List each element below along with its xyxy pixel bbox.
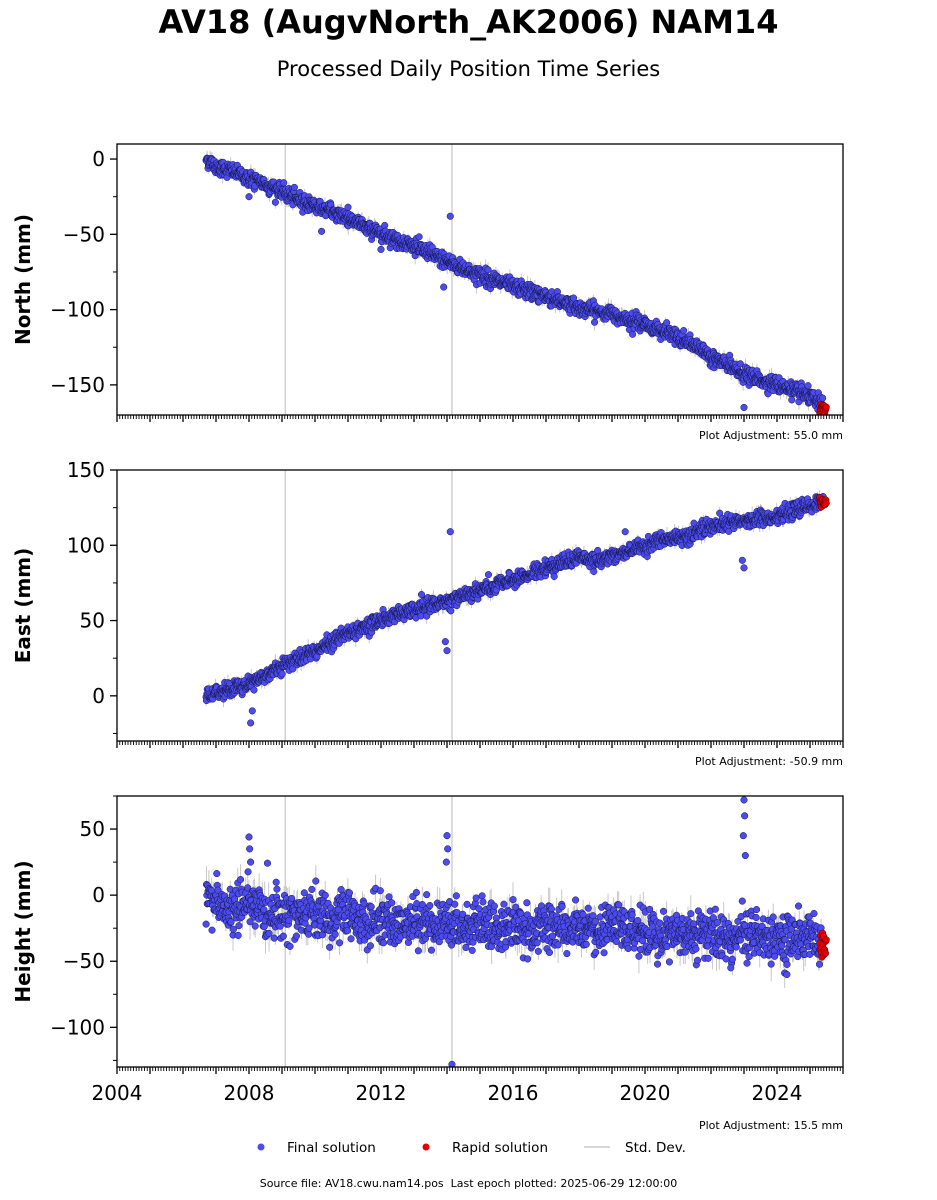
- final-outlier-point: [446, 212, 454, 220]
- plot-adjustment-label: Plot Adjustment: 55.0 mm: [699, 429, 843, 442]
- final-point: [788, 396, 796, 404]
- panel-2: 0 50 100 150 East (mm) Plot Adjustment: -50.9…: [11, 458, 844, 768]
- final-solution-points: [202, 492, 827, 727]
- y-tick-label: −100: [50, 298, 105, 322]
- final-outlier-point: [247, 719, 255, 727]
- final-outlier-point: [443, 647, 451, 655]
- rapid-point: [822, 499, 830, 507]
- final-outlier-point: [738, 556, 746, 564]
- final-point: [447, 607, 455, 615]
- plot-area: [202, 796, 830, 1067]
- final-point: [736, 360, 744, 368]
- y-axis-label: East (mm): [11, 548, 35, 664]
- final-point: [594, 546, 602, 555]
- final-outlier-point: [740, 564, 748, 572]
- final-point: [271, 198, 279, 206]
- plot-area: [202, 144, 830, 415]
- final-point: [415, 233, 423, 241]
- final-point: [663, 319, 671, 327]
- y-tick-label: 50: [80, 609, 105, 633]
- final-outlier-point: [740, 403, 748, 412]
- y-tick-label: −150: [50, 373, 105, 397]
- final-outlier-point: [440, 283, 448, 291]
- final-outlier-point: [318, 227, 326, 235]
- y-tick-label: −50: [63, 222, 105, 246]
- rapid-point: [822, 403, 830, 411]
- final-outlier-point: [446, 528, 454, 536]
- y-tick-label: 0: [92, 684, 105, 708]
- plot-adjustment-label: Plot Adjustment: -50.9 mm: [695, 755, 843, 768]
- final-outlier-point: [621, 528, 629, 536]
- final-point: [570, 294, 578, 302]
- final-outlier-point: [441, 638, 449, 646]
- final-point: [280, 179, 288, 187]
- final-point: [804, 382, 812, 390]
- final-outlier-point: [344, 203, 352, 211]
- final-point: [591, 318, 599, 326]
- final-solution-points: [202, 154, 827, 415]
- y-tick-label: 150: [67, 458, 105, 482]
- panel-1: 0 −50 −100 −150 North (mm) Plot Adjustment: 5…: [11, 143, 844, 442]
- final-outlier-point: [245, 193, 253, 201]
- y-tick-label: 100: [67, 533, 105, 557]
- plot-area: [202, 470, 830, 741]
- final-outlier-point: [248, 707, 256, 715]
- y-tick-label: 0: [92, 147, 105, 171]
- final-point: [484, 266, 492, 274]
- final-point: [550, 572, 558, 580]
- final-outlier-point: [377, 245, 385, 253]
- rapid-solution-points: [816, 494, 830, 511]
- y-axis-label: North (mm): [11, 214, 35, 345]
- final-point: [484, 571, 493, 579]
- chart-title: AV18 (AugvNorth_AK2006) NAM14: [158, 3, 779, 41]
- rapid-solution-points: [816, 400, 830, 415]
- final-point: [290, 183, 298, 191]
- final-point: [278, 670, 286, 678]
- final-point: [680, 327, 688, 335]
- final-point: [250, 686, 258, 694]
- final-point: [629, 330, 637, 338]
- final-point: [819, 394, 827, 402]
- chart-subtitle: Processed Daily Position Time Series: [276, 57, 661, 81]
